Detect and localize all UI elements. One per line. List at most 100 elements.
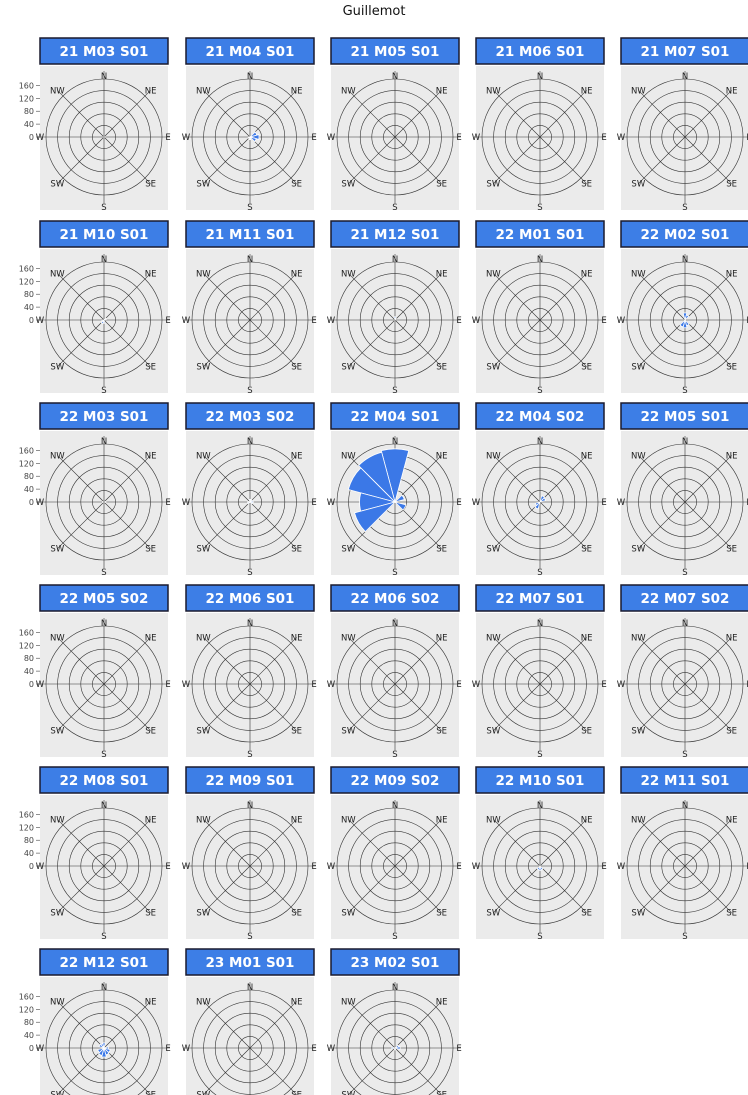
direction-label: NW [196, 633, 211, 643]
direction-label: W [472, 680, 481, 690]
direction-label: E [311, 498, 316, 508]
panel-strip-label: 21 M12 S01 [351, 227, 440, 243]
facet-panel: 22 M05 S02 N NE E SE S SW W NW 0 40 80 120 160 [19, 584, 171, 760]
direction-label: NE [145, 451, 157, 461]
panel-strip [330, 584, 460, 612]
direction-label: SW [341, 363, 355, 373]
direction-label: W [472, 862, 481, 872]
grid-spoke [57, 1047, 105, 1095]
direction-label: NE [726, 86, 738, 96]
panel-strip [39, 402, 169, 430]
panel-strip-label: 21 M10 S01 [60, 227, 149, 243]
grid-spoke [493, 501, 541, 549]
direction-label: NW [196, 815, 211, 825]
panel-strip [620, 766, 748, 794]
direction-label: SE [145, 180, 156, 190]
grid-spoke [249, 273, 297, 321]
direction-label: W [36, 862, 45, 872]
grid-spoke [684, 455, 732, 503]
direction-label: E [165, 133, 170, 143]
panel-strip-label: 22 M09 S01 [206, 773, 295, 789]
grid-spoke [539, 136, 587, 184]
grid-spoke [684, 683, 732, 731]
grid-spoke [57, 319, 105, 367]
direction-label: S [392, 203, 397, 213]
wind-bar [247, 500, 252, 504]
direction-label: SW [196, 1091, 210, 1095]
direction-label: SW [196, 909, 210, 919]
facet-panel: 22 M08 S01 N NE E SE S SW W NW 0 40 80 120 160 [19, 766, 171, 942]
radial-tick-label: 160 [19, 810, 34, 819]
grid-spoke [57, 273, 105, 321]
grid-spoke [493, 136, 541, 184]
grid-spoke [203, 1047, 251, 1095]
direction-label: SE [291, 909, 302, 919]
panel-strip [185, 220, 315, 248]
radial-tick-label: 0 [29, 316, 34, 325]
grid-spoke [348, 865, 396, 913]
wind-bar [249, 499, 253, 504]
direction-label: N [537, 255, 543, 265]
direction-label: S [392, 386, 397, 396]
direction-label: SE [726, 363, 737, 373]
direction-label: W [182, 862, 191, 872]
grid-spoke [539, 455, 587, 503]
direction-label: SE [436, 180, 447, 190]
wind-bar [248, 134, 260, 140]
grid-spoke [684, 819, 732, 867]
grid-spoke [394, 1001, 442, 1049]
facet-panel: 21 M06 S01 N NE E SE S SW W NW [472, 37, 607, 213]
direction-label: NW [631, 815, 646, 825]
direction-label: W [617, 498, 626, 508]
wind-bar [393, 494, 405, 503]
direction-label: W [182, 498, 191, 508]
direction-label: S [392, 932, 397, 942]
direction-label: E [456, 316, 461, 326]
facet-panel: 22 M04 S01 N NE E SE S SW W NW [327, 402, 462, 578]
grid-spoke [103, 1047, 151, 1095]
direction-label: NW [50, 451, 65, 461]
direction-label: N [682, 619, 688, 629]
direction-label: NE [145, 815, 157, 825]
direction-label: NE [436, 633, 448, 643]
direction-label: SW [486, 545, 500, 555]
panel-strip-label: 22 M05 S02 [60, 591, 149, 607]
direction-label: SE [436, 1091, 447, 1095]
grid-spoke [638, 683, 686, 731]
direction-label: SE [291, 180, 302, 190]
grid-spoke [203, 319, 251, 367]
direction-label: SE [581, 180, 592, 190]
direction-label: N [101, 801, 107, 811]
direction-label: S [247, 750, 252, 760]
direction-label: W [327, 316, 336, 326]
wind-bar [101, 501, 106, 503]
direction-label: NW [341, 451, 356, 461]
direction-label: W [182, 680, 191, 690]
direction-label: W [327, 680, 336, 690]
facet-panel: 21 M05 S01 N NE E SE S SW W NW [327, 37, 462, 213]
grid-spoke [539, 319, 587, 367]
grid-spoke [57, 501, 105, 549]
direction-label: S [247, 203, 252, 213]
panel-strip [39, 948, 169, 976]
direction-label: NW [196, 86, 211, 96]
grid-spoke [103, 455, 151, 503]
direction-label: NE [145, 633, 157, 643]
direction-label: S [537, 203, 542, 213]
grid-spoke [57, 637, 105, 685]
wind-bar [102, 1046, 109, 1050]
grid-spoke [394, 637, 442, 685]
radial-tick-label: 40 [24, 485, 34, 494]
panel-strip [475, 402, 605, 430]
grid-spoke [394, 683, 442, 731]
panel-strip [185, 766, 315, 794]
panel-strip [330, 37, 460, 65]
direction-label: W [182, 1044, 191, 1054]
grid-spoke [249, 637, 297, 685]
direction-label: E [746, 498, 748, 508]
radial-tick-label: 0 [29, 862, 34, 871]
direction-label: SE [581, 909, 592, 919]
direction-label: E [746, 862, 748, 872]
